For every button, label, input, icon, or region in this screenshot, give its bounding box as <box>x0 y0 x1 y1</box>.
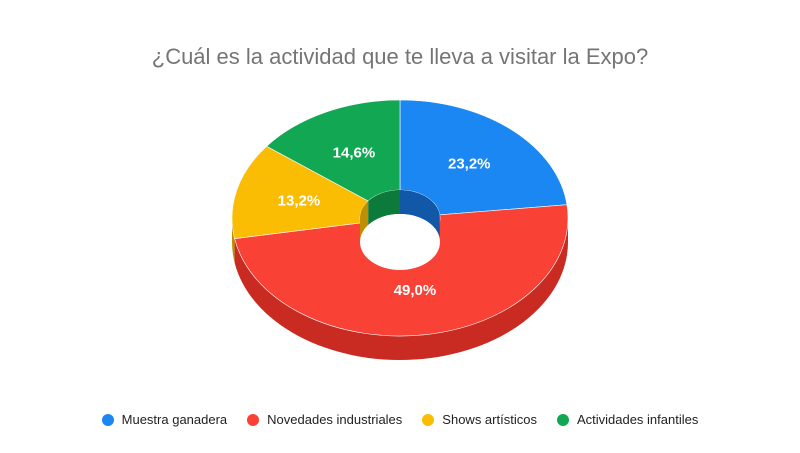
legend-item-3: Actividades infantiles <box>556 412 699 427</box>
slice-inner-2 <box>360 200 369 242</box>
data-label-3: 14,6% <box>333 145 376 162</box>
legend-swatch-0 <box>101 413 114 426</box>
legend-item-2: Shows artísticos <box>422 412 537 427</box>
legend-label-1: Novedades industriales <box>267 412 403 427</box>
hole-bottom <box>360 214 440 270</box>
legend-swatch-3 <box>556 413 569 426</box>
data-label-1: 49,0% <box>394 282 437 299</box>
chart-title: ¿Cuál es la actividad que te lleva a vis… <box>151 44 649 69</box>
legend-label-3: Actividades infantiles <box>576 412 699 427</box>
data-label-2: 13,2% <box>278 193 321 210</box>
legend: Muestra ganadera Novedades industriales Sh… <box>0 412 800 427</box>
data-label-0: 23,2% <box>448 156 491 173</box>
legend-item-1: Novedades industriales <box>247 412 402 427</box>
legend-label-0: Muestra ganadera <box>121 412 228 427</box>
slice-side-1 <box>234 218 568 360</box>
legend-item-0: Muestra ganadera <box>101 412 228 427</box>
legend-swatch-1 <box>247 413 260 426</box>
slice-inner-0 <box>400 190 440 239</box>
legend-swatch-2 <box>422 413 435 426</box>
legend-label-2: Shows artísticos <box>442 412 537 427</box>
slice-inner-3 <box>368 190 400 225</box>
